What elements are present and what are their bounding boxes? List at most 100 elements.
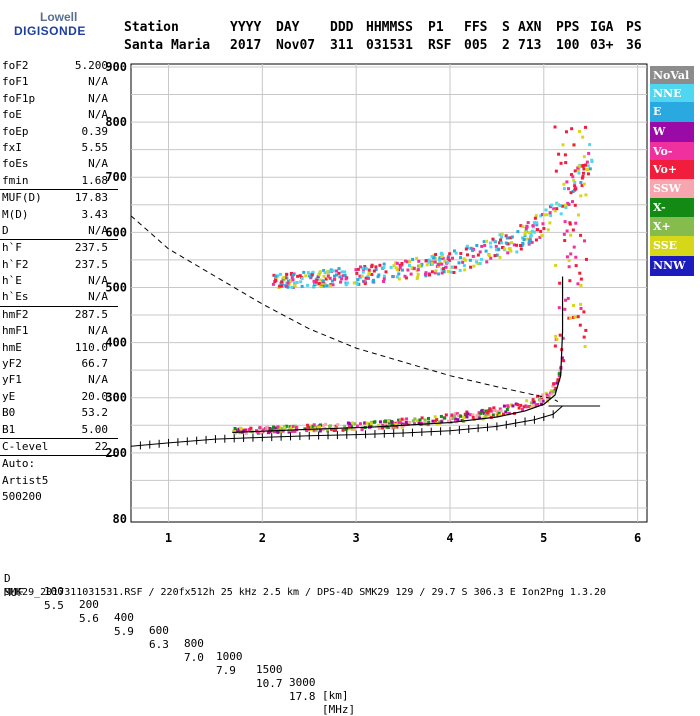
echo-mark-lower	[453, 412, 457, 416]
echo-mark-spike	[584, 125, 588, 129]
echo-mark-lower	[557, 372, 561, 376]
echo-mark-lower	[392, 425, 396, 429]
echo-mark-upper	[559, 212, 563, 216]
muf-d-unit: [km]	[322, 689, 349, 702]
echo-mark-upper	[498, 241, 502, 245]
echo-mark-lower	[365, 421, 369, 425]
echo-mark-upper	[548, 211, 552, 215]
echo-mark-lower	[360, 428, 364, 432]
echo-mark-upper	[372, 269, 376, 273]
echo-mark-upper	[432, 256, 436, 260]
echo-mark-lower	[311, 424, 315, 428]
echo-mark-upper	[400, 262, 404, 266]
echo-mark-upper	[360, 274, 364, 278]
echo-mark-upper	[478, 261, 482, 265]
echo-mark-upper	[519, 244, 523, 248]
echo-mark-lower	[347, 422, 351, 426]
echo-mark-upper	[519, 224, 523, 228]
echo-mark-lower	[449, 416, 453, 420]
echo-mark-upper	[364, 276, 368, 280]
param-label: foEs	[2, 157, 29, 171]
echo-mark-upper	[361, 270, 365, 274]
echo-mark-upper	[355, 271, 359, 275]
echo-mark-upper	[503, 247, 507, 251]
echo-mark-lower	[555, 381, 559, 385]
echo-mark-lower	[531, 398, 535, 402]
echo-mark-upper	[280, 280, 284, 284]
echo-mark-upper	[325, 284, 329, 288]
param-row-foep: foEp 0.39	[0, 124, 118, 140]
param-label: B0	[2, 406, 16, 420]
echo-mark-lower	[482, 411, 486, 415]
echo-mark-lower	[550, 392, 554, 396]
echo-mark-lower	[288, 425, 292, 429]
echo-mark-upper	[515, 250, 519, 254]
echo-mark-lower	[405, 417, 409, 421]
echo-mark-upper	[344, 283, 348, 287]
param-value: N/A	[88, 157, 108, 171]
param-value: N/A	[88, 373, 108, 387]
echo-mark-upper	[441, 256, 445, 260]
echo-mark-upper	[446, 256, 450, 260]
echo-mark-upper	[328, 276, 332, 280]
echo-mark-lower	[329, 427, 333, 431]
echo-mark-upper	[374, 265, 378, 269]
param-row-fmin: fmin 1.68	[0, 173, 118, 189]
echo-mark-upper	[440, 254, 444, 258]
echo-mark-upper	[430, 254, 434, 258]
echo-mark-lower	[273, 430, 277, 434]
legend-x-minus: X-	[650, 198, 694, 218]
header-pps-value: 100	[556, 38, 580, 53]
param-label: yF1	[2, 373, 22, 387]
echo-mark-lower	[462, 416, 466, 420]
echo-mark-lower	[411, 419, 415, 423]
echo-mark-upper	[504, 234, 508, 238]
echo-mark-upper	[395, 261, 399, 265]
echo-mark-upper	[553, 209, 557, 213]
echo-mark-upper	[475, 243, 479, 247]
echo-mark-lower	[497, 411, 501, 415]
echo-mark-upper	[495, 253, 499, 257]
echo-mark-lower	[514, 402, 518, 406]
echo-mark-upper	[341, 274, 345, 278]
header-ffs-value: 005	[464, 38, 488, 53]
echo-mark-upper	[522, 237, 526, 241]
autoscaling-line: Auto:	[0, 456, 118, 472]
echo-mark-upper	[356, 267, 360, 271]
echo-mark-lower	[326, 429, 330, 433]
echo-mark-upper	[285, 272, 289, 276]
echo-mark-upper	[307, 274, 311, 278]
echo-mark-upper	[405, 260, 409, 264]
echo-mark-upper	[548, 221, 552, 225]
echo-mark-upper	[462, 257, 466, 261]
param-value: 287.5	[74, 307, 108, 321]
param-row-fof1p: foF1p N/A	[0, 91, 118, 107]
y-tick-label: 300	[105, 391, 127, 405]
echo-mark-upper	[458, 268, 462, 272]
echo-mark-upper	[322, 274, 326, 278]
echo-mark-lower	[278, 426, 282, 430]
echo-mark-lower	[506, 404, 510, 408]
echo-mark-upper	[424, 271, 428, 275]
echo-mark-lower	[509, 403, 513, 407]
echo-mark-spike	[579, 283, 583, 287]
echo-mark-lower	[452, 414, 456, 418]
echo-mark-spike	[557, 306, 561, 310]
echo-mark-upper	[290, 276, 294, 280]
echo-mark-spike	[579, 302, 583, 306]
param-label: foF2	[2, 59, 29, 72]
echo-mark-upper	[370, 263, 374, 267]
echo-mark-lower	[557, 374, 561, 378]
param-label: hmF2	[2, 307, 29, 321]
echo-mark-lower	[257, 431, 261, 435]
echo-mark-spike	[553, 344, 557, 348]
echo-mark-lower	[334, 428, 338, 432]
echo-mark-upper	[318, 270, 322, 274]
echo-mark-upper	[580, 176, 584, 180]
muf-value: 7.9	[216, 664, 236, 677]
echo-mark-lower	[465, 410, 469, 414]
echo-mark-spike	[563, 307, 567, 311]
param-value: 237.5	[74, 241, 108, 255]
header-pps-label: PPS	[556, 20, 580, 35]
echo-mark-upper	[395, 275, 399, 279]
